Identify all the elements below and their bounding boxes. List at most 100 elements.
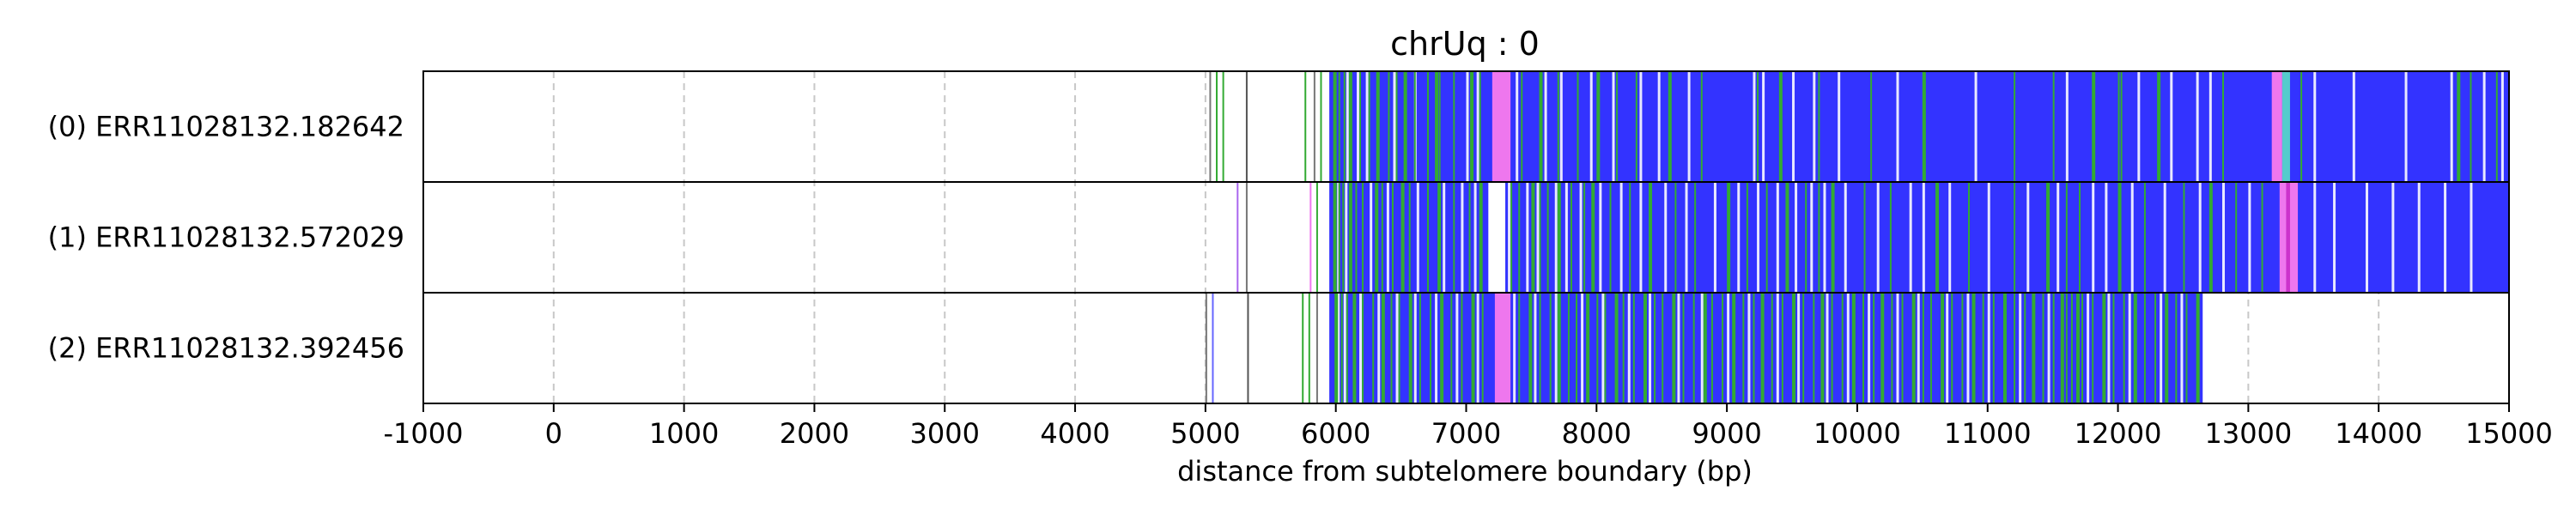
gap-line <box>1526 183 1529 292</box>
green-line <box>1398 294 1400 403</box>
green-line <box>1596 294 1599 403</box>
green-line <box>1771 294 1773 403</box>
green-line <box>1461 294 1463 403</box>
green-line <box>1862 294 1865 403</box>
green-line <box>2222 72 2225 181</box>
gap-line <box>1639 183 1643 292</box>
gap-line <box>2391 183 2395 292</box>
green-line <box>1510 183 1513 292</box>
green-line <box>1368 72 1370 181</box>
green-line <box>1654 294 1656 403</box>
green-line <box>1805 183 1807 292</box>
green-line <box>2300 72 2303 181</box>
green-line <box>1413 72 1416 181</box>
sparse-line <box>1236 183 1239 292</box>
green-line <box>1338 72 1340 181</box>
green-line <box>2196 294 2200 403</box>
green-line <box>1355 183 1358 292</box>
gap-line <box>1917 294 1920 403</box>
green-line <box>1343 72 1346 181</box>
x-tick-label: 6000 <box>1301 417 1370 450</box>
green-line <box>1992 294 1995 403</box>
green-line <box>1408 294 1413 403</box>
sparse-line <box>1247 294 1249 403</box>
gap-line <box>1713 183 1716 292</box>
green-line <box>2075 294 2080 403</box>
block <box>2286 183 2290 292</box>
green-line <box>1609 183 1612 292</box>
green-line <box>1591 183 1595 292</box>
green-line <box>1727 183 1731 292</box>
green-line <box>1440 294 1444 403</box>
green-line <box>1682 294 1685 403</box>
sparse-line <box>1304 72 1307 181</box>
sparse-line <box>1302 294 1304 403</box>
sparse-line <box>1205 294 1207 403</box>
gap-line <box>1810 183 1814 292</box>
gap-line <box>2160 294 2163 403</box>
green-line <box>1614 294 1619 403</box>
gap-line <box>1797 294 1801 403</box>
green-line <box>1567 294 1570 403</box>
green-line <box>2470 72 2472 181</box>
green-line <box>1479 72 1481 181</box>
read-row-2 <box>1205 294 2203 403</box>
green-line <box>1703 294 1707 403</box>
green-line <box>2046 183 2050 292</box>
gap-line <box>1753 72 1756 181</box>
gap-line <box>1946 294 1949 403</box>
green-line <box>1662 294 1664 403</box>
green-line <box>2060 294 2064 403</box>
green-line <box>1338 183 1340 292</box>
gap-line <box>2313 183 2317 292</box>
green-line <box>1468 183 1471 292</box>
green-line <box>2065 183 2068 292</box>
green-line <box>2123 294 2125 403</box>
gap-line <box>2105 183 2108 292</box>
x-axis: -1000 0 1000 2000 3000 4000 5000 6000 7000 8000 90… <box>384 403 2553 450</box>
gap-line <box>2087 294 2090 403</box>
green-line <box>1381 183 1383 292</box>
green-line <box>1577 72 1579 181</box>
green-line <box>1941 294 1945 403</box>
gap-line <box>1664 183 1668 292</box>
green-line <box>1362 183 1364 292</box>
main-fill <box>1329 183 2509 292</box>
green-line <box>1785 183 1789 292</box>
gap-line <box>1792 72 1795 181</box>
gap-line <box>1370 183 1373 292</box>
gap-line <box>1443 183 1446 292</box>
green-line <box>1813 294 1815 403</box>
green-line <box>1911 294 1916 403</box>
green-line <box>1672 294 1676 403</box>
gap-line <box>1337 294 1340 403</box>
green-line <box>1586 294 1590 403</box>
green-line <box>1746 183 1748 292</box>
gap-line <box>2026 183 2030 292</box>
green-line <box>1557 183 1561 292</box>
gap-line <box>2417 183 2421 292</box>
green-line <box>1935 183 1940 292</box>
green-line <box>1346 294 1348 403</box>
gap-line <box>2137 72 2141 181</box>
x-tick-label: 4000 <box>1040 417 1109 450</box>
green-line <box>1390 294 1393 403</box>
gap-line <box>2333 183 2336 292</box>
green-line <box>1710 294 1713 403</box>
x-tick-label: 2000 <box>780 417 849 450</box>
green-line <box>1570 183 1572 292</box>
gap-line <box>2130 183 2134 292</box>
green-line <box>2092 294 2094 403</box>
x-axis-label: distance from subtelomere boundary (bp) <box>1177 455 1753 488</box>
gap-line <box>1554 183 1558 292</box>
gap-line <box>1776 294 1779 403</box>
green-line <box>1760 294 1765 403</box>
main-fill <box>1329 294 2203 403</box>
green-line <box>2120 72 2123 181</box>
gap-line <box>1838 72 1841 181</box>
green-line <box>1891 294 1893 403</box>
sparse-line <box>1320 72 1322 181</box>
gap-line <box>2065 72 2069 181</box>
gap-line <box>2107 294 2111 403</box>
sparse-line <box>1309 183 1312 292</box>
